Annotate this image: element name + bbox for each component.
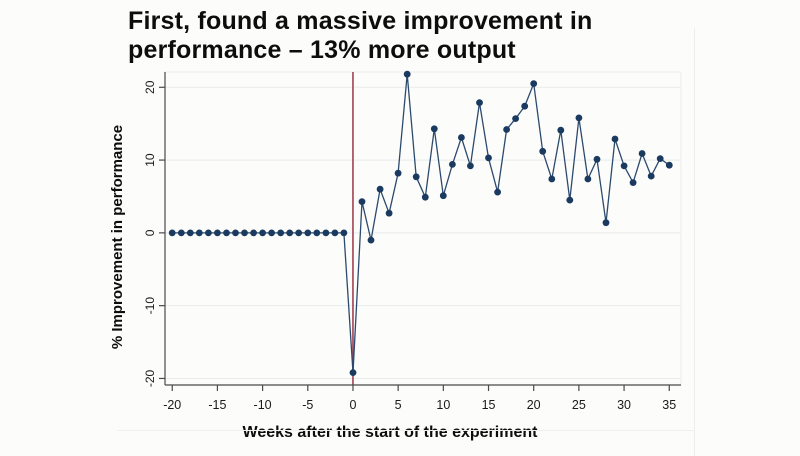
y-tick-label: 20 [143, 80, 157, 94]
data-point [268, 229, 275, 237]
data-point [349, 369, 357, 376]
data-point [259, 229, 266, 237]
data-point [205, 229, 212, 237]
y-tick-label: -10 [143, 297, 157, 315]
data-point [557, 126, 565, 134]
data-point [412, 173, 420, 181]
data-point [638, 150, 646, 157]
data-point [385, 209, 393, 217]
x-tick-label: 15 [482, 398, 496, 412]
data-point [566, 196, 574, 204]
data-point [575, 114, 583, 122]
data-point [340, 229, 348, 237]
data-point [602, 219, 610, 227]
slide-title: First, found a massive improvement in pe… [128, 7, 592, 65]
data-point [168, 229, 176, 237]
data-point [665, 161, 673, 169]
x-tick-label: 35 [662, 398, 676, 412]
data-point [313, 229, 321, 237]
data-point [214, 229, 221, 237]
data-point [223, 229, 230, 237]
x-tick-label: 30 [617, 398, 631, 412]
x-tick-label: 20 [527, 398, 541, 412]
data-point [512, 115, 519, 122]
x-tick-label: 10 [436, 398, 450, 412]
x-tick-label: 25 [572, 398, 586, 412]
data-point [548, 175, 556, 183]
data-point [277, 229, 285, 237]
x-tick-label: 0 [349, 398, 356, 412]
data-point [656, 155, 664, 163]
data-point [476, 99, 483, 106]
data-point [620, 162, 628, 170]
data-point [458, 134, 465, 141]
data-point [584, 175, 592, 183]
data-point [286, 229, 294, 237]
data-point [177, 229, 185, 237]
data-point [367, 236, 375, 244]
slide-title-line1: First, found a massive improvement in [128, 7, 593, 35]
data-point [331, 229, 339, 237]
data-point [403, 70, 411, 78]
data-point [521, 102, 529, 110]
x-axis-title: Weeks after the start of the experiment [242, 424, 538, 441]
data-point [358, 198, 366, 206]
data-point [530, 80, 538, 87]
data-point [394, 169, 402, 177]
x-tick-label: -10 [254, 398, 272, 412]
data-point [629, 179, 637, 187]
data-point [647, 172, 655, 180]
data-point [439, 192, 447, 200]
series-line [172, 73, 670, 374]
data-point [232, 229, 239, 237]
x-tick-label: 5 [395, 398, 402, 412]
data-point [186, 229, 194, 237]
data-point [503, 126, 510, 133]
data-point [295, 229, 303, 237]
y-tick-label: 0 [143, 229, 157, 236]
slide-title-line2: performance – 13% more output [128, 36, 516, 64]
data-point [195, 229, 203, 237]
data-point [250, 229, 257, 237]
data-point [611, 135, 619, 143]
data-point [467, 162, 474, 170]
data-point [494, 188, 501, 196]
data-point [430, 125, 438, 133]
x-tick-label: -20 [163, 398, 181, 412]
graph-canvas-right-edge [694, 28, 695, 456]
x-tick-label: -15 [208, 398, 226, 412]
data-point [485, 154, 492, 162]
y-tick-label: 10 [143, 153, 157, 167]
data-point [322, 229, 330, 237]
data-point [241, 229, 248, 237]
data-point [449, 161, 456, 168]
data-point [593, 155, 601, 163]
data-point [376, 185, 384, 193]
y-tick-label: -20 [143, 369, 157, 387]
data-point [304, 229, 312, 237]
data-point [539, 147, 547, 155]
graph-canvas-bottom-edge [117, 430, 695, 431]
x-tick-label: -5 [302, 398, 313, 412]
data-point [421, 193, 429, 201]
